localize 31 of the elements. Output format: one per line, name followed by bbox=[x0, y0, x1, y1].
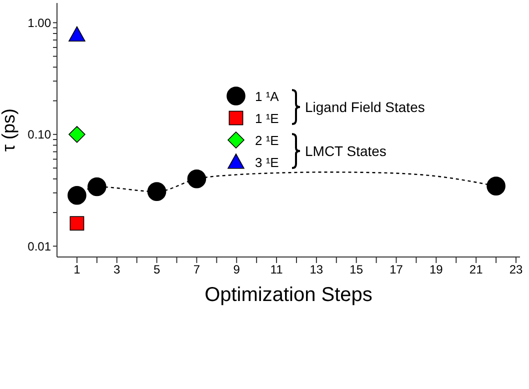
x-tick-label: 9 bbox=[233, 262, 240, 277]
legend-label: 2 ¹E bbox=[255, 132, 279, 148]
x-axis-title: Optimization Steps bbox=[204, 284, 372, 306]
x-tick-label: 23 bbox=[509, 262, 524, 277]
legend-label: 1 ¹E bbox=[255, 110, 279, 126]
point bbox=[147, 182, 166, 201]
x-tick-label: 17 bbox=[390, 262, 404, 277]
y-axis-title: τ (ps) bbox=[0, 108, 18, 152]
point bbox=[68, 26, 86, 42]
annotation: LMCT States bbox=[305, 143, 386, 159]
x-tick-label: 3 bbox=[114, 262, 121, 277]
point bbox=[68, 126, 86, 143]
y-tick-label: 0.01 bbox=[28, 239, 52, 254]
point bbox=[68, 186, 86, 205]
point bbox=[88, 177, 106, 196]
annotation: Ligand Field States bbox=[305, 99, 425, 115]
x-tick-label: 1 bbox=[74, 262, 81, 277]
point bbox=[486, 176, 506, 196]
x-tick-label: 19 bbox=[430, 262, 444, 277]
x-tick-label: 21 bbox=[469, 262, 484, 277]
x-tick-label: 13 bbox=[310, 262, 324, 277]
point bbox=[70, 216, 84, 231]
y-tick-label: 1.00 bbox=[28, 16, 52, 30]
y-tick-label: 0.10 bbox=[28, 128, 52, 142]
x-tick-label: 15 bbox=[350, 262, 364, 277]
legend-label: 1 ¹A bbox=[255, 88, 279, 104]
point bbox=[187, 169, 206, 188]
x-tick-label: 5 bbox=[153, 262, 160, 277]
legend-label: 3 ¹E bbox=[255, 154, 279, 170]
x-tick-label: 7 bbox=[193, 262, 200, 277]
x-tick-label: 11 bbox=[270, 262, 284, 277]
